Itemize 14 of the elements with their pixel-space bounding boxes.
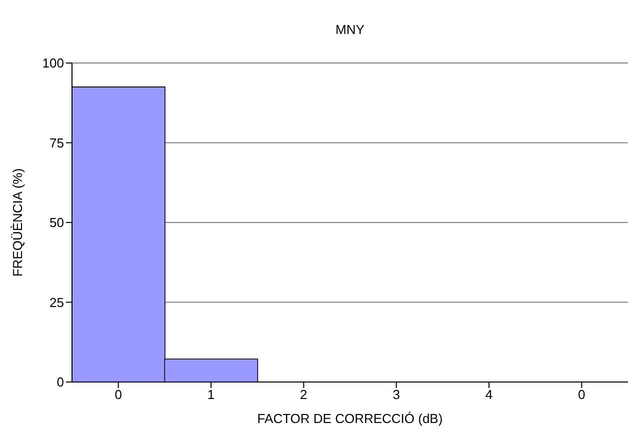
x-axis-title: FACTOR DE CORRECCIÓ (dB) <box>257 411 443 426</box>
y-tick-label: 50 <box>50 215 64 230</box>
y-tick-label: 0 <box>56 374 64 390</box>
x-tick-label: 3 <box>392 387 400 402</box>
y-tick-label: 75 <box>50 135 64 150</box>
x-tick-label: 1 <box>207 387 215 402</box>
y-tick-label: 100 <box>42 56 64 71</box>
y-axis-title: FREQÜÈNCIA (%) <box>10 168 25 277</box>
x-tick-label: 0 <box>578 387 586 402</box>
x-tick-label: 2 <box>300 387 308 402</box>
x-tick-label: 4 <box>485 387 493 402</box>
x-tick-label: 0 <box>114 387 122 402</box>
chart-title: MNY <box>334 22 366 37</box>
y-tick-label: 25 <box>50 294 64 310</box>
